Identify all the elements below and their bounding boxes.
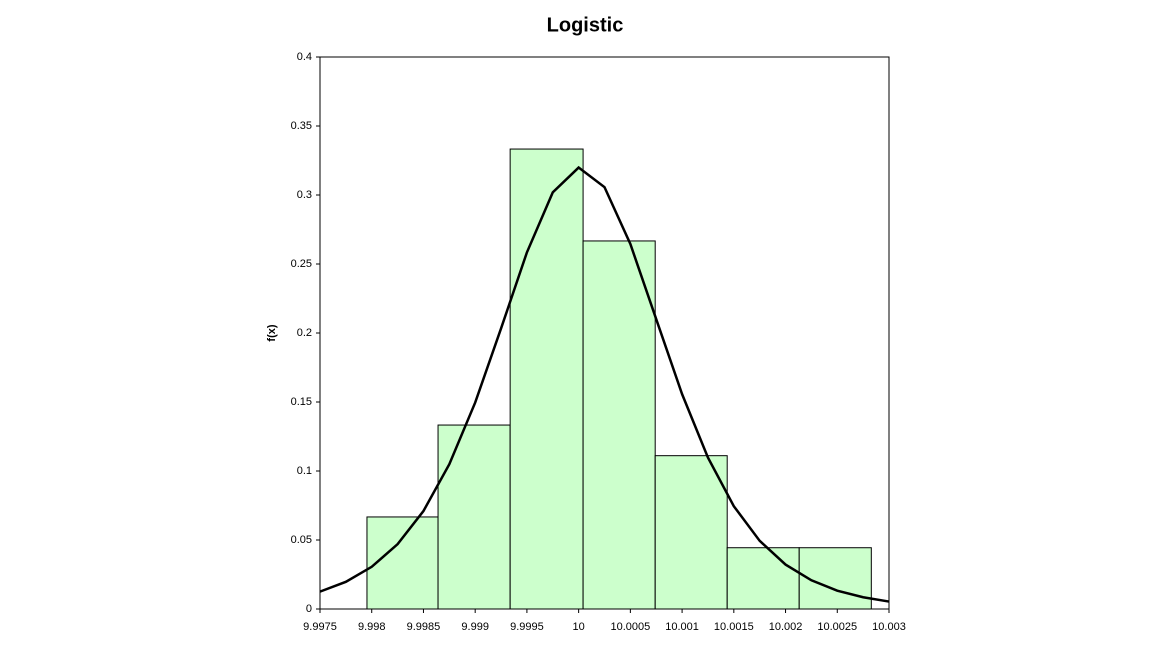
x-tick-label: 10.0015 — [714, 621, 754, 633]
histogram-bar — [582, 240, 656, 610]
x-tick-label: 10.0005 — [610, 621, 650, 633]
x-tick-label: 10 — [573, 621, 585, 633]
x-tick-label: 9.9975 — [303, 621, 337, 633]
y-tick-label: 0.35 — [291, 120, 312, 132]
x-tick-label: 10.0025 — [817, 621, 857, 633]
y-tick-label: 0.3 — [297, 189, 312, 201]
y-axis-label: f(x) — [266, 324, 278, 341]
y-tick-label: 0 — [306, 603, 312, 615]
y-tick-label: 0.4 — [297, 51, 312, 63]
x-tick-label: 10.003 — [872, 621, 906, 633]
y-tick-label: 0.25 — [291, 258, 312, 270]
chart-title: Logistic — [547, 14, 624, 36]
x-tick-label: 10.001 — [665, 621, 699, 633]
y-tick-label: 0.05 — [291, 534, 312, 546]
x-tick-label: 9.9985 — [407, 621, 441, 633]
x-tick-label: 9.999 — [461, 621, 489, 633]
histogram-bar — [366, 516, 439, 610]
histogram-bar — [726, 547, 800, 610]
histogram-bar — [509, 148, 584, 610]
histogram-bar — [654, 455, 728, 610]
x-tick-label: 9.998 — [358, 621, 386, 633]
y-tick-label: 0.15 — [291, 396, 312, 408]
histogram-bar — [437, 424, 511, 610]
histogram-bar — [798, 547, 872, 610]
x-tick-label: 10.002 — [769, 621, 803, 633]
y-tick-label: 0.1 — [297, 465, 312, 477]
x-tick-label: 9.9995 — [510, 621, 544, 633]
density-curve — [319, 165, 890, 603]
y-tick-label: 0.2 — [297, 327, 312, 339]
